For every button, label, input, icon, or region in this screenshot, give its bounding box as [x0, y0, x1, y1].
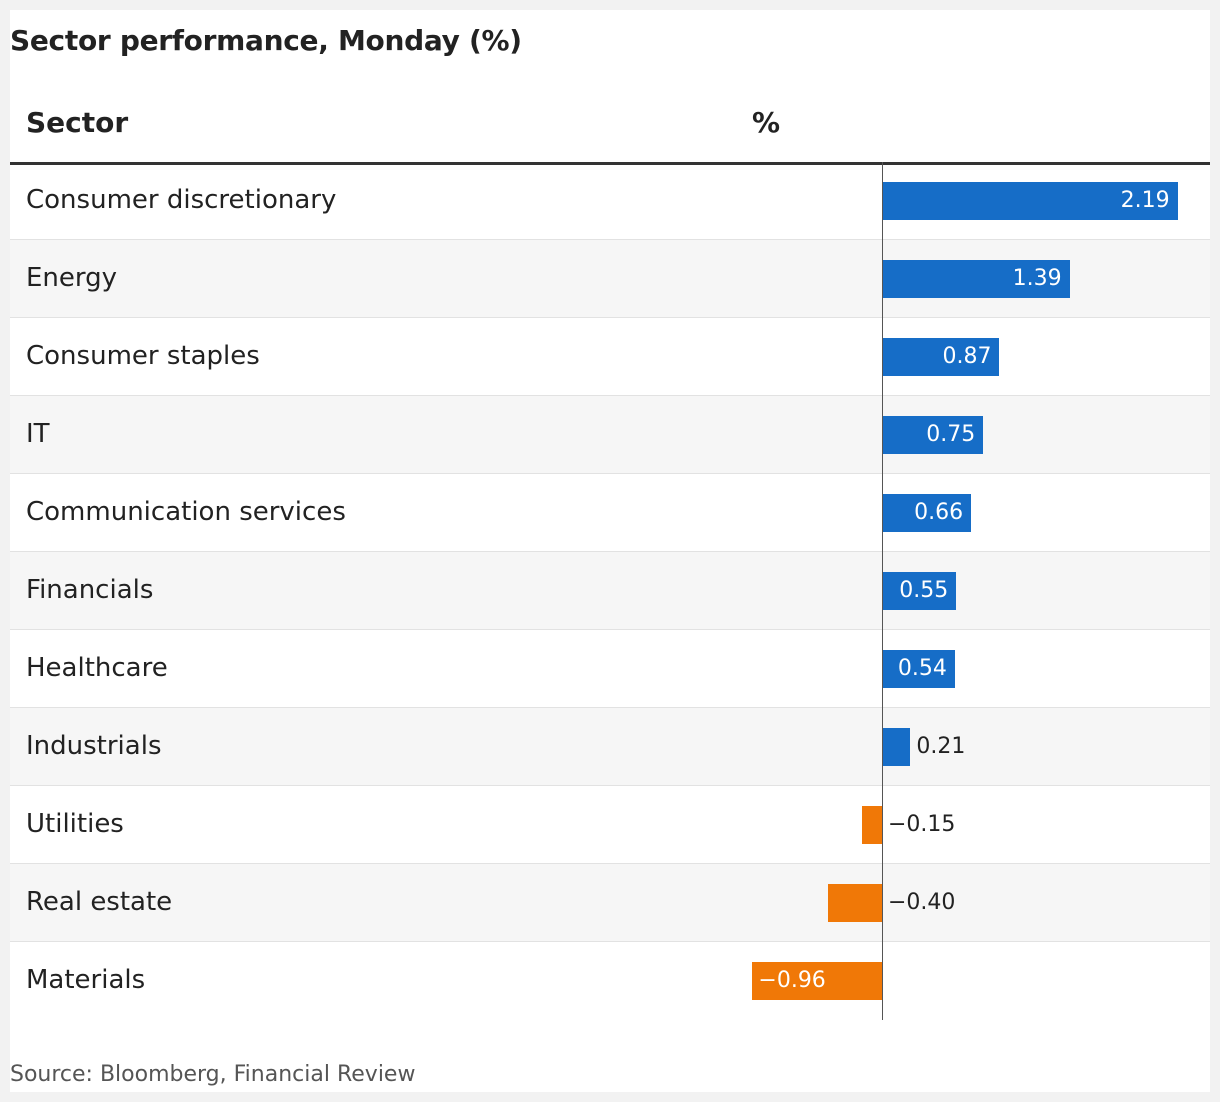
source-note: Source: Bloomberg, Financial Review — [10, 1062, 416, 1087]
bar — [882, 728, 911, 766]
table-row: Energy 1.39 — [10, 240, 1210, 318]
bar — [882, 494, 972, 532]
sector-label: Communication services — [26, 497, 346, 527]
bar — [882, 572, 957, 610]
table-row: Consumer staples 0.87 — [10, 318, 1210, 396]
table-row: Real estate −0.40 — [10, 864, 1210, 942]
bar — [828, 884, 882, 922]
value-label: −0.40 — [888, 890, 956, 915]
percent-column-header: % — [752, 106, 781, 139]
table-row: Materials −0.96 — [10, 942, 1210, 1020]
bar — [882, 260, 1070, 298]
chart-title: Sector performance, Monday (%) — [10, 24, 522, 57]
sector-label: Industrials — [26, 731, 162, 761]
sector-label: Consumer discretionary — [26, 185, 337, 215]
sector-label: Real estate — [26, 887, 173, 917]
sector-column-header: Sector — [26, 106, 129, 139]
value-label: 0.55 — [899, 578, 949, 603]
value-label: −0.15 — [888, 812, 956, 837]
sector-label: Financials — [26, 575, 154, 605]
value-label: 0.75 — [926, 422, 976, 447]
value-label: −0.96 — [758, 968, 826, 993]
sector-label: IT — [26, 419, 50, 449]
sector-label: Energy — [26, 263, 118, 293]
table-row: Utilities −0.15 — [10, 786, 1210, 864]
bar — [882, 182, 1178, 220]
sector-label: Utilities — [26, 809, 124, 839]
sector-label: Materials — [26, 965, 146, 995]
bar — [882, 650, 955, 688]
bar — [882, 338, 1000, 376]
value-label: 2.19 — [1120, 188, 1170, 213]
value-label: 0.54 — [897, 656, 947, 681]
table-row: Communication services 0.66 — [10, 474, 1210, 552]
value-label: 1.39 — [1012, 266, 1062, 291]
table-row: Consumer discretionary 2.19 — [10, 162, 1210, 240]
bar-rows: Consumer discretionary 2.19 Energy 1.39 Cons… — [10, 162, 1210, 1020]
table-row: Healthcare 0.54 — [10, 630, 1210, 708]
table-header: Sector % — [10, 106, 1210, 165]
value-label: 0.87 — [942, 344, 992, 369]
table-row: IT 0.75 — [10, 396, 1210, 474]
value-label: 0.66 — [914, 500, 964, 525]
chart-card: Sector performance, Monday (%) Sector % … — [10, 10, 1210, 1092]
bar — [882, 416, 984, 454]
value-label: 0.21 — [916, 734, 966, 759]
zero-axis-line — [882, 162, 883, 1020]
sector-label: Consumer staples — [26, 341, 260, 371]
bar — [861, 806, 882, 844]
table-row: Industrials 0.21 — [10, 708, 1210, 786]
table-row: Financials 0.55 — [10, 552, 1210, 630]
bar — [752, 962, 882, 1000]
sector-label: Healthcare — [26, 653, 168, 683]
